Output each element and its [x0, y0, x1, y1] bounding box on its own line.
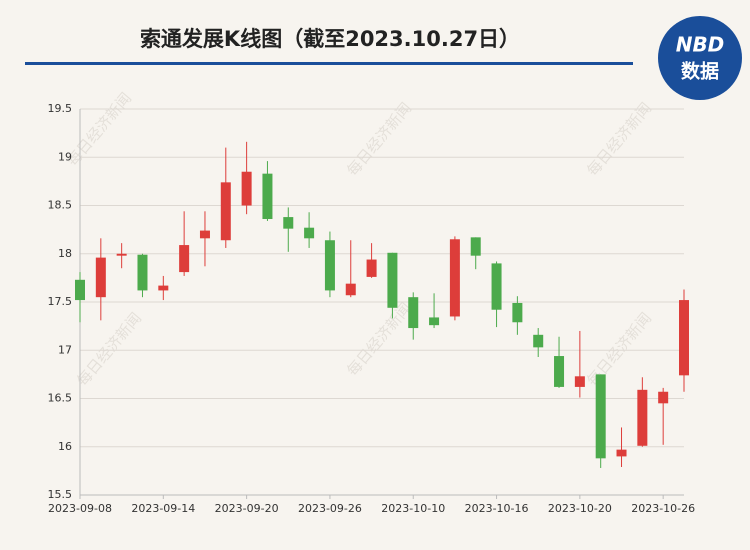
candle-body: [220, 182, 231, 241]
candle-body: [637, 389, 648, 446]
candle-body: [345, 283, 356, 296]
candle-body: [199, 230, 210, 239]
candle-body: [491, 263, 502, 310]
x-tick-label: 2023-09-26: [298, 502, 362, 515]
candle-body: [95, 257, 106, 298]
logo-text: NBD: [676, 33, 725, 57]
x-tick-label: 2023-10-26: [631, 502, 695, 515]
y-tick-label: 15.5: [48, 488, 73, 501]
x-tick-label: 2023-09-14: [131, 502, 195, 515]
y-tick-label: 18: [58, 247, 72, 260]
logo-text: 数据: [681, 60, 719, 83]
candle-body: [449, 239, 460, 317]
title-rule: [25, 62, 633, 65]
y-tick-label: 16.5: [48, 392, 73, 405]
y-tick-label: 19: [58, 150, 72, 163]
y-tick-label: 19.5: [48, 102, 73, 115]
y-tick-label: 17: [58, 343, 72, 356]
candle-body: [408, 297, 419, 329]
candle-body: [137, 254, 148, 291]
logo: [658, 16, 742, 100]
candle-body: [512, 302, 523, 323]
candle-body: [616, 449, 627, 457]
y-tick-label: 18.5: [48, 199, 73, 212]
candle-body: [304, 227, 315, 239]
candle-body: [533, 334, 544, 348]
x-tick-label: 2023-09-20: [215, 502, 279, 515]
candle-body: [387, 252, 398, 308]
candle-body: [75, 279, 85, 301]
candle-body: [324, 240, 335, 291]
candle-body: [283, 217, 294, 229]
y-tick-label: 17.5: [48, 295, 73, 308]
candle-body: [679, 300, 689, 376]
candle-body: [554, 356, 565, 387]
x-tick-label: 2023-10-16: [465, 502, 529, 515]
candle-body: [158, 285, 169, 291]
candle-body: [241, 171, 252, 206]
x-tick-label: 2023-10-10: [381, 502, 445, 515]
candle-body: [658, 391, 669, 404]
candle-body: [470, 237, 481, 256]
x-tick-label: 2023-09-08: [48, 502, 112, 515]
candle-body: [429, 317, 440, 326]
candle-body: [595, 374, 606, 459]
chart-title: 索通发展K线图（截至2023.10.27日）: [140, 27, 520, 51]
candle-body: [116, 253, 127, 256]
candle-body: [574, 376, 585, 387]
candle-body: [366, 259, 377, 277]
x-tick-label: 2023-10-20: [548, 502, 612, 515]
candle-body: [262, 173, 273, 220]
candle-body: [179, 245, 190, 273]
y-tick-label: 16: [58, 440, 72, 453]
